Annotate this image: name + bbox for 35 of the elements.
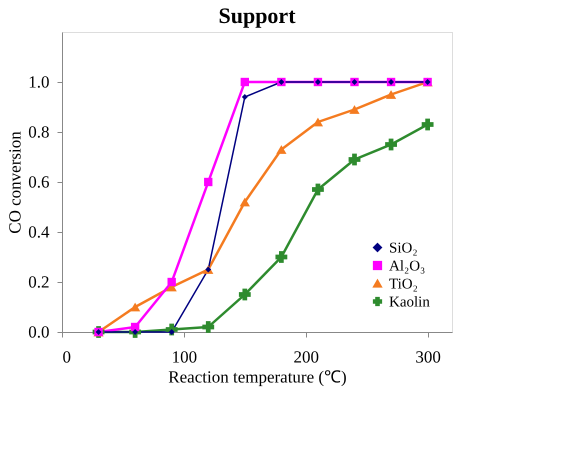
point <box>386 90 396 99</box>
y-tick-label: 0.6 <box>28 172 50 192</box>
y-tick-label: 0.8 <box>28 122 50 142</box>
chart-title: Support <box>218 3 296 28</box>
legend-label: TiO₂ <box>389 276 418 292</box>
y-tick-label: 0.4 <box>28 222 50 242</box>
x-axis-title: Reaction temperature (℃) <box>168 368 347 386</box>
point <box>204 178 212 186</box>
y-tick-label: 0.2 <box>28 272 50 292</box>
point <box>130 322 140 332</box>
x-tick-label: 0 <box>62 348 71 366</box>
y-tick-label: 0.0 <box>28 322 50 342</box>
point <box>349 105 360 114</box>
legend-label: Kaolin <box>389 294 430 310</box>
point <box>312 184 324 196</box>
legend-label: Al₂O₃ <box>389 258 426 274</box>
y-axis-title: CO conversion <box>5 130 24 234</box>
point <box>168 278 176 286</box>
point <box>240 78 249 86</box>
point <box>238 288 251 300</box>
point <box>276 145 286 154</box>
x-tick-label: 300 <box>415 348 441 366</box>
y-tick-label: 1.0 <box>28 72 50 92</box>
point <box>422 118 434 130</box>
point <box>240 198 250 206</box>
point <box>202 321 214 333</box>
x-tick-label: 100 <box>172 348 198 366</box>
point <box>312 118 324 126</box>
point <box>385 138 397 150</box>
point <box>348 154 360 166</box>
point <box>275 251 288 263</box>
legend-label: SiO₂ <box>389 240 418 256</box>
point <box>242 94 248 100</box>
point <box>130 302 140 312</box>
x-tick-label: 200 <box>294 348 319 366</box>
